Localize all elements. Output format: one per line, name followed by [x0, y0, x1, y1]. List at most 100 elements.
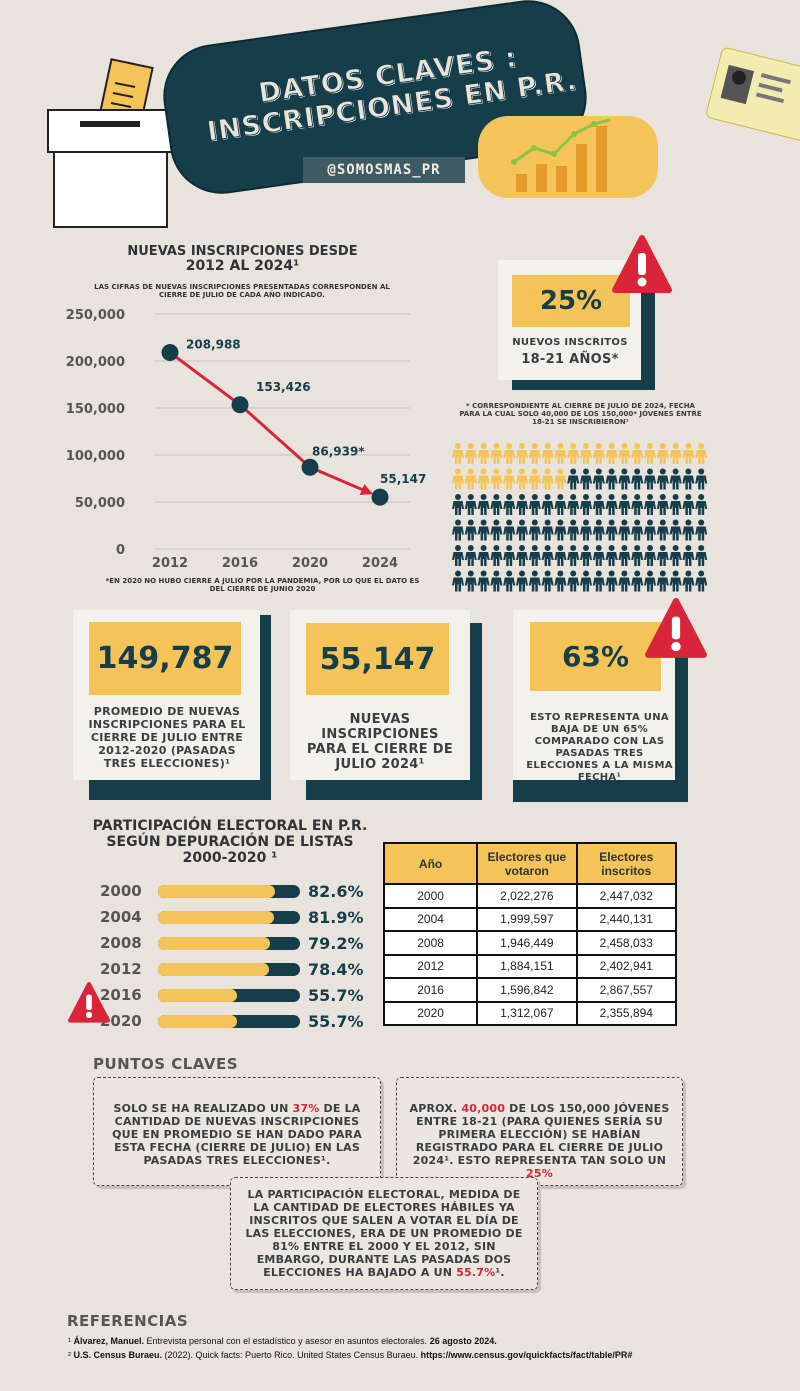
person-icon	[503, 570, 516, 592]
table-row: 2008 1,946,449 2,458,033	[382, 930, 678, 956]
participation-bars: 2000 82.6% 2004 81.9% 2008 79.2% 2012 78.4% 2016…	[100, 878, 380, 1034]
person-icon	[580, 545, 592, 566]
table-cell: 2000	[382, 883, 479, 909]
table-cell: 2012	[382, 953, 479, 979]
table-cell: 2008	[382, 930, 479, 956]
bar-year-label: 2000	[100, 882, 142, 900]
person-icon	[631, 570, 644, 592]
person-icon	[669, 494, 682, 515]
person-icon	[464, 570, 477, 592]
person-icon	[528, 468, 541, 490]
table-header-voted: Electores que votaron	[476, 842, 578, 885]
person-icon	[695, 494, 708, 515]
elections-table: Año Electores que votaron Electores insc…	[382, 842, 678, 1026]
person-icon	[618, 494, 631, 515]
social-handle: @SOMOSMAS_PR	[303, 157, 465, 183]
person-icon	[682, 570, 695, 592]
bar-year-label: 2016	[100, 986, 142, 1004]
references-title: REFERENCIAS	[67, 1312, 189, 1330]
person-icon	[682, 519, 695, 541]
person-icon	[503, 468, 516, 490]
person-icon	[452, 468, 464, 490]
person-icon	[631, 468, 644, 490]
bar-track	[158, 988, 300, 1002]
warning-icon	[645, 598, 707, 664]
table-cell: 2,867,557	[575, 977, 678, 1003]
person-icon	[541, 545, 554, 566]
card2-label: NUEVAS INSCRIPCIONES PARA EL CIERRE DE J…	[306, 712, 454, 772]
table-cell: 2,022,276	[476, 883, 578, 909]
person-icon	[516, 468, 528, 490]
card1-label: PROMEDIO DE NUEVAS INSCRIPCIONES PARA EL…	[88, 705, 246, 770]
participation-title: PARTICIPACIÓN ELECTORAL EN P.R. SEGÚN DE…	[92, 818, 368, 866]
person-icon	[477, 519, 490, 541]
card3-label: ESTO REPRESENTA UNA BAJA DE UN 65% COMPA…	[526, 712, 673, 783]
person-icon	[695, 519, 708, 541]
person-icon	[516, 519, 528, 541]
x-tick-label: 2012	[152, 556, 188, 571]
reference-1: ¹ Álvarez, Manuel. Entrevista personal c…	[68, 1336, 497, 1346]
table-cell: 1,884,151	[476, 953, 578, 979]
person-icon	[631, 519, 644, 541]
person-icon	[669, 468, 682, 490]
table-row: 2016 1,596,842 2,867,557	[382, 977, 678, 1003]
person-icon	[605, 570, 618, 592]
data-point	[371, 488, 389, 506]
person-icon	[490, 545, 503, 566]
person-icon	[541, 468, 554, 490]
person-icon	[682, 468, 695, 490]
data-point	[161, 344, 179, 362]
young-note: * CORRESPONDIENTE AL CIERRE DE JULIO DE …	[459, 402, 702, 426]
bar-track	[158, 936, 300, 950]
card3-value: 63%	[530, 622, 661, 691]
bar-year-label: 2020	[100, 1012, 142, 1030]
person-icon	[464, 443, 477, 464]
card1-value: 149,787	[89, 622, 241, 695]
bar-row: 2004 81.9%	[100, 904, 380, 930]
person-icon	[503, 494, 516, 515]
person-icon	[592, 519, 605, 541]
person-icon	[605, 443, 618, 464]
person-icon	[528, 443, 541, 464]
table-header-year: Año	[382, 842, 479, 885]
data-point	[231, 396, 249, 414]
y-tick-label: 150,000	[66, 402, 125, 417]
person-icon	[567, 519, 580, 541]
bar-year-label: 2008	[100, 934, 142, 952]
person-icon	[477, 570, 490, 592]
person-icon	[490, 468, 503, 490]
person-icon	[541, 519, 554, 541]
person-icon	[644, 468, 656, 490]
table-cell: 2,458,033	[575, 930, 678, 956]
y-tick-label: 0	[116, 543, 125, 558]
bar-fill	[158, 884, 276, 898]
person-icon	[516, 494, 528, 515]
person-icon	[503, 443, 516, 464]
data-label: 208,988	[186, 338, 241, 352]
person-icon	[541, 494, 554, 515]
person-icon	[452, 545, 464, 566]
table-cell: 2,447,032	[575, 883, 678, 909]
reference-2: ² U.S. Census Buraeu. (2022). Quick fact…	[68, 1350, 633, 1360]
person-icon	[528, 545, 541, 566]
y-tick-label: 50,000	[75, 496, 125, 511]
y-tick-label: 100,000	[66, 449, 125, 464]
person-icon	[644, 570, 656, 592]
person-icon	[695, 545, 708, 566]
series-line-segment	[309, 465, 374, 495]
warning-icon	[68, 982, 110, 1028]
bar-pct-label: 82.6%	[308, 881, 364, 901]
line-chart: 0 50,000 100,000 150,000 200,000 250,000 2012 2…	[66, 308, 427, 571]
key-points-title: PUNTOS CLAVES	[93, 1055, 239, 1073]
person-icon	[656, 443, 669, 464]
person-icon	[618, 570, 631, 592]
data-label: 55,147	[380, 472, 426, 486]
person-icon	[452, 519, 464, 541]
person-icon	[464, 494, 477, 515]
bar-pct-label: 79.2%	[308, 933, 364, 953]
line-chart-subtitle: LAS CIFRAS DE NUEVAS INSCRIPCIONES PRESE…	[94, 283, 390, 299]
voter-id-card-icon	[705, 42, 800, 143]
bar-pct-label: 55.7%	[308, 985, 364, 1005]
bar-row: 2008 79.2%	[100, 930, 380, 956]
key-point-2: APROX. 40,000 DE LOS 150,000 JÓVENES ENT…	[396, 1077, 683, 1186]
